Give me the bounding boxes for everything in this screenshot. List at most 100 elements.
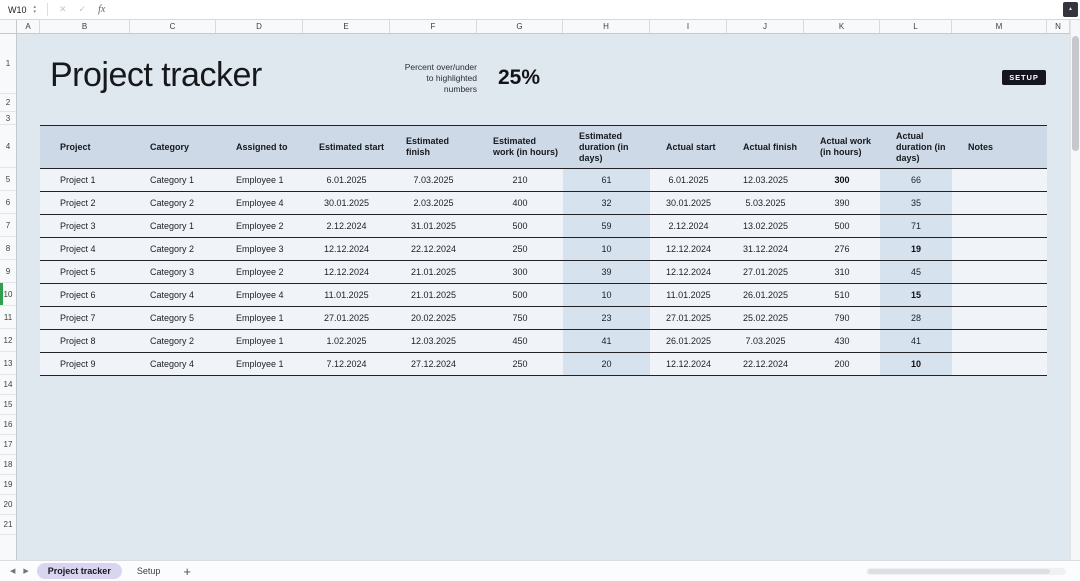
table-cell-category[interactable]: Category 3 (130, 261, 216, 283)
table-cell-actual-work-in-hours[interactable]: 200 (804, 353, 880, 375)
tab-scroll-right-icon[interactable]: ▶ (23, 568, 29, 575)
table-cell-actual-finish[interactable]: 31.12.2024 (727, 238, 804, 260)
column-header-K[interactable]: K (804, 20, 880, 33)
table-cell-actual-finish[interactable]: 7.03.2025 (727, 330, 804, 352)
table-cell-project[interactable]: Project 3 (40, 215, 130, 237)
collapse-formula-bar-button[interactable]: ▲ (1063, 2, 1078, 17)
column-header-G[interactable]: G (477, 20, 563, 33)
vertical-scrollbar-thumb[interactable] (1072, 36, 1079, 151)
table-cell-estimated-finish[interactable]: 31.01.2025 (390, 215, 477, 237)
table-cell-estimated-duration-in-days[interactable]: 10 (563, 238, 650, 260)
row-header-1[interactable]: 1 (0, 34, 16, 94)
table-cell-estimated-duration-in-days[interactable]: 39 (563, 261, 650, 283)
table-cell-estimated-finish[interactable]: 2.03.2025 (390, 192, 477, 214)
table-cell-project[interactable]: Project 7 (40, 307, 130, 329)
table-cell-estimated-work-in-hours[interactable]: 500 (477, 215, 563, 237)
table-cell-category[interactable]: Category 2 (130, 330, 216, 352)
column-header-C[interactable]: C (130, 20, 216, 33)
table-column-header-actual-finish[interactable]: Actual finish (727, 126, 804, 168)
table-cell-actual-start[interactable]: 26.01.2025 (650, 330, 727, 352)
table-cell-actual-work-in-hours[interactable]: 390 (804, 192, 880, 214)
table-cell-estimated-finish[interactable]: 22.12.2024 (390, 238, 477, 260)
table-cell-notes[interactable] (952, 307, 1047, 329)
table-cell-notes[interactable] (952, 192, 1047, 214)
table-cell-actual-work-in-hours[interactable]: 276 (804, 238, 880, 260)
table-cell-notes[interactable] (952, 169, 1047, 191)
table-cell-actual-duration-in-days[interactable]: 15 (880, 284, 952, 306)
row-header-11[interactable]: 11 (0, 306, 16, 329)
row-header-8[interactable]: 8 (0, 237, 16, 260)
spinner-up-icon[interactable]: ▲ (32, 4, 37, 9)
vertical-scrollbar[interactable] (1070, 20, 1080, 560)
table-cell-actual-duration-in-days[interactable]: 10 (880, 353, 952, 375)
table-cell-estimated-duration-in-days[interactable]: 32 (563, 192, 650, 214)
table-cell-actual-duration-in-days[interactable]: 28 (880, 307, 952, 329)
table-cell-category[interactable]: Category 4 (130, 353, 216, 375)
table-cell-estimated-start[interactable]: 30.01.2025 (303, 192, 390, 214)
table-cell-estimated-finish[interactable]: 7.03.2025 (390, 169, 477, 191)
table-cell-actual-start[interactable]: 12.12.2024 (650, 261, 727, 283)
table-cell-assigned-to[interactable]: Employee 1 (216, 307, 303, 329)
table-cell-estimated-work-in-hours[interactable]: 750 (477, 307, 563, 329)
row-header-7[interactable]: 7 (0, 214, 16, 237)
table-cell-estimated-duration-in-days[interactable]: 23 (563, 307, 650, 329)
table-cell-assigned-to[interactable]: Employee 4 (216, 192, 303, 214)
table-cell-estimated-finish[interactable]: 21.01.2025 (390, 261, 477, 283)
row-header-13[interactable]: 13 (0, 352, 16, 375)
table-cell-project[interactable]: Project 4 (40, 238, 130, 260)
table-cell-estimated-start[interactable]: 1.02.2025 (303, 330, 390, 352)
table-cell-category[interactable]: Category 4 (130, 284, 216, 306)
add-sheet-button[interactable]: + (183, 563, 191, 579)
table-cell-estimated-start[interactable]: 2.12.2024 (303, 215, 390, 237)
table-cell-category[interactable]: Category 5 (130, 307, 216, 329)
column-header-B[interactable]: B (40, 20, 130, 33)
column-header-M[interactable]: M (952, 20, 1047, 33)
table-cell-assigned-to[interactable]: Employee 1 (216, 353, 303, 375)
table-column-header-actual-work-in-hours[interactable]: Actual work (in hours) (804, 126, 880, 168)
table-cell-actual-start[interactable]: 12.12.2024 (650, 353, 727, 375)
table-cell-actual-finish[interactable]: 25.02.2025 (727, 307, 804, 329)
row-header-17[interactable]: 17 (0, 435, 16, 455)
table-column-header-actual-duration-in-days[interactable]: Actual duration (in days) (880, 126, 952, 168)
table-cell-project[interactable]: Project 9 (40, 353, 130, 375)
row-header-9[interactable]: 9 (0, 260, 16, 283)
table-cell-estimated-work-in-hours[interactable]: 300 (477, 261, 563, 283)
table-cell-estimated-work-in-hours[interactable]: 450 (477, 330, 563, 352)
row-header-5[interactable]: 5 (0, 168, 16, 191)
table-cell-project[interactable]: Project 1 (40, 169, 130, 191)
row-header-18[interactable]: 18 (0, 455, 16, 475)
function-icon[interactable]: fx (98, 4, 106, 15)
table-cell-actual-finish[interactable]: 22.12.2024 (727, 353, 804, 375)
sheet-tab-setup[interactable]: Setup (136, 566, 161, 576)
table-cell-assigned-to[interactable]: Employee 3 (216, 238, 303, 260)
table-cell-actual-work-in-hours[interactable]: 510 (804, 284, 880, 306)
table-cell-assigned-to[interactable]: Employee 4 (216, 284, 303, 306)
table-cell-notes[interactable] (952, 261, 1047, 283)
table-cell-estimated-start[interactable]: 12.12.2024 (303, 261, 390, 283)
table-cell-estimated-start[interactable]: 27.01.2025 (303, 307, 390, 329)
table-cell-actual-duration-in-days[interactable]: 71 (880, 215, 952, 237)
table-cell-assigned-to[interactable]: Employee 1 (216, 169, 303, 191)
table-cell-notes[interactable] (952, 215, 1047, 237)
table-cell-estimated-work-in-hours[interactable]: 400 (477, 192, 563, 214)
table-cell-category[interactable]: Category 2 (130, 192, 216, 214)
table-cell-actual-start[interactable]: 27.01.2025 (650, 307, 727, 329)
accept-icon[interactable]: ✓ (78, 4, 87, 14)
table-cell-actual-finish[interactable]: 5.03.2025 (727, 192, 804, 214)
table-cell-project[interactable]: Project 2 (40, 192, 130, 214)
table-cell-actual-duration-in-days[interactable]: 19 (880, 238, 952, 260)
column-header-E[interactable]: E (303, 20, 390, 33)
spinner-down-icon[interactable]: ▼ (32, 8, 37, 14)
row-header-4[interactable]: 4 (0, 125, 16, 168)
table-column-header-category[interactable]: Category (130, 126, 216, 168)
column-header-H[interactable]: H (563, 20, 650, 33)
row-header-12[interactable]: 12 (0, 329, 16, 352)
sheet-canvas[interactable]: Project tracker Percent over/under to hi… (17, 34, 1070, 560)
table-cell-category[interactable]: Category 2 (130, 238, 216, 260)
table-cell-actual-finish[interactable]: 26.01.2025 (727, 284, 804, 306)
table-cell-actual-work-in-hours[interactable]: 310 (804, 261, 880, 283)
table-cell-actual-start[interactable]: 6.01.2025 (650, 169, 727, 191)
table-cell-estimated-finish[interactable]: 27.12.2024 (390, 353, 477, 375)
column-header-N[interactable]: N (1047, 20, 1070, 33)
row-header-16[interactable]: 16 (0, 415, 16, 435)
